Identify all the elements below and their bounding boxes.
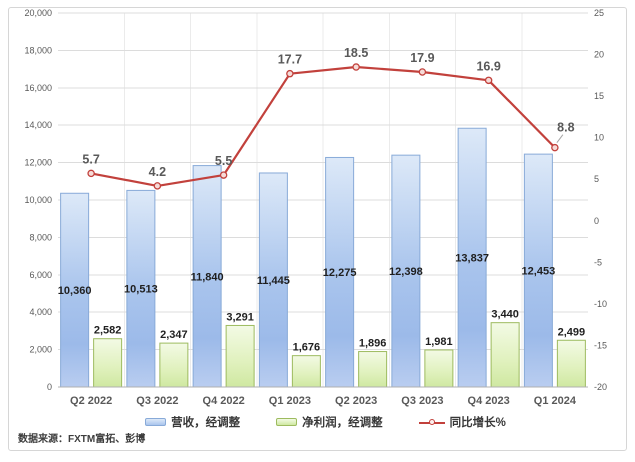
left-axis-tick: 20,000 [24,8,52,18]
bar-profit [159,342,189,388]
bar-revenue [126,189,156,388]
line-marker [484,76,493,85]
category-label: Q2 2022 [70,395,112,407]
line-label: 18.5 [344,46,368,60]
bar-revenue [391,154,421,388]
left-axis-tick: 4,000 [29,307,52,317]
right-axis-tick: -15 [594,340,607,350]
category-label: Q1 2023 [269,395,311,407]
line-label: 16.9 [476,59,500,73]
right-axis-tick: 10 [594,133,604,143]
bar-profit [93,338,123,388]
left-axis-tick: 14,000 [24,120,52,130]
bar-profit [225,324,255,388]
bar-label-profit: 2,499 [558,326,586,338]
line-label: 5.7 [82,152,99,166]
bar-label-profit: 2,582 [94,325,122,337]
line-label: 17.9 [410,51,434,65]
left-axis-tick: 6,000 [29,270,52,280]
right-axis-tick: -10 [594,299,607,309]
bar-profit [490,322,520,388]
legend-label-growth: 同比增长% [449,417,506,429]
legend-item-growth: 同比增长% [418,414,506,430]
bar-label-revenue: 10,360 [58,285,92,297]
line-marker [87,169,95,178]
legend-swatch-revenue-icon [145,418,167,426]
category-label: Q1 2024 [534,395,577,407]
left-axis-tick: 16,000 [24,83,52,93]
left-axis-tick: 2,000 [29,345,52,355]
left-axis-tick: 0 [47,382,52,392]
source-note: 数据来源：FXTM富拓、彭博 [18,434,146,445]
bar-label-revenue: 11,445 [257,275,290,287]
right-axis-tick: -5 [594,257,602,267]
bar-profit [291,355,321,388]
bar-label-revenue: 10,513 [124,284,158,296]
right-axis-tick: 15 [594,91,604,101]
bar-label-revenue: 12,398 [389,266,423,278]
line-marker [551,143,559,152]
bar-profit [424,349,454,388]
bar-label-profit: 2,347 [160,329,188,341]
category-label: Q3 2022 [136,395,178,407]
left-axis-tick: 10,000 [24,195,52,205]
growth-line [90,65,556,187]
bar-label-profit: 1,981 [425,336,453,348]
line-label: 5.5 [215,154,232,168]
bar-label-profit: 3,440 [491,309,519,321]
bar-label-revenue: 12,275 [323,267,357,279]
bar-label-profit: 3,291 [226,311,254,323]
legend-line-marker-icon [418,418,445,427]
bar-revenue [60,192,90,388]
legend-label-revenue: 营收，经调整 [171,417,241,429]
bar-label-profit: 1,676 [293,342,321,354]
left-axis-tick: 8,000 [29,232,52,242]
bar-revenue [457,127,487,388]
right-axis-tick: 25 [594,8,604,18]
legend-item-profit: 净利润，经调整 [276,414,383,430]
line-label: 17.7 [278,53,302,67]
line-marker [286,69,294,78]
line-marker [418,68,427,76]
right-axis-tick: -20 [594,382,607,392]
left-axis-tick: 12,000 [24,158,52,168]
line-label: 4.2 [149,165,166,179]
category-label: Q3 2023 [401,395,443,407]
label-leader-line [556,134,564,143]
category-label: Q4 2023 [468,395,510,407]
line-marker [153,182,162,190]
legend-label-profit: 净利润，经调整 [302,417,383,429]
right-axis-tick: 0 [594,216,599,226]
bar-revenue [258,172,288,388]
bar-revenue [325,156,355,388]
bar-revenue [192,165,222,388]
legend-item-revenue: 营收，经调整 [145,414,240,430]
line-marker [219,171,228,179]
legend: 营收，经调整 净利润，经调整 同比增长% [8,414,635,430]
right-axis-tick: 20 [594,50,604,60]
bar-profit [358,351,388,388]
category-label: Q4 2022 [203,395,245,407]
bar-revenue [523,153,553,388]
right-axis-tick: 5 [594,174,599,184]
legend-swatch-profit-icon [276,418,298,426]
line-label: 8.8 [557,121,574,135]
bar-label-revenue: 13,837 [455,253,489,265]
bar-label-revenue: 11,840 [191,271,224,283]
line-marker [352,63,360,71]
category-label: Q2 2023 [335,395,377,407]
bar-label-revenue: 12,453 [522,266,556,278]
bar-profit [556,339,586,388]
left-axis-tick: 18,000 [24,45,52,55]
bar-label-profit: 1,896 [359,338,387,350]
